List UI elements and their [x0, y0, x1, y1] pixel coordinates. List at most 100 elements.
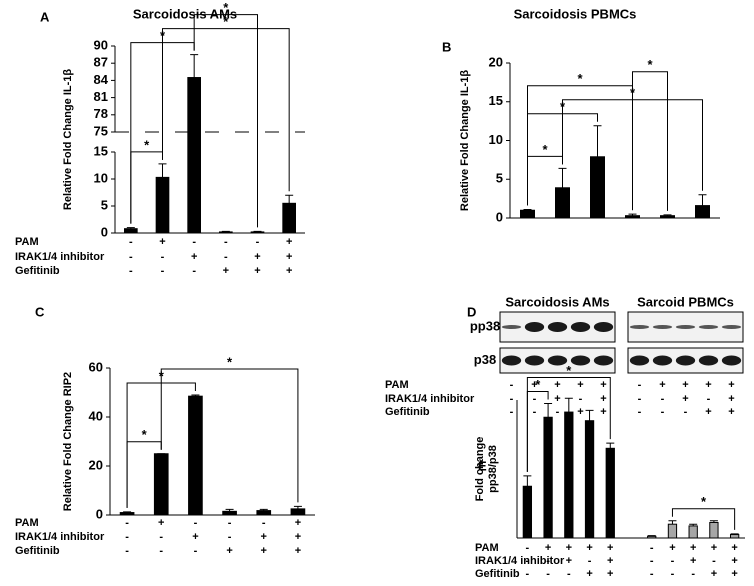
y-tick-label: 81 — [94, 89, 108, 104]
y-tick-label: 84 — [94, 72, 109, 87]
bar — [647, 535, 657, 539]
condition-value: + — [731, 542, 737, 554]
condition-value: + — [295, 517, 301, 529]
condition-value: + — [711, 568, 717, 580]
bar — [543, 416, 553, 539]
condition-value: - — [224, 236, 228, 248]
condition-value: - — [129, 236, 133, 248]
panel-letter: A — [40, 9, 50, 24]
significance-label: * — [701, 494, 707, 509]
condition-value: + — [731, 555, 737, 567]
condition-value: + — [600, 406, 606, 418]
error-bar — [689, 523, 698, 526]
blot-band — [629, 325, 650, 329]
bar — [729, 534, 740, 539]
error-bar — [730, 533, 739, 535]
condition-label: Gefitinib — [15, 545, 60, 557]
y-tick-label: 10 — [94, 170, 108, 185]
error-bar — [668, 520, 677, 525]
bar — [688, 525, 698, 539]
y-tick-label: 90 — [94, 37, 108, 52]
significance-label: * — [647, 57, 653, 72]
error-bar — [606, 442, 615, 449]
condition-value: - — [228, 531, 232, 543]
bar — [667, 523, 678, 539]
condition-value: + — [586, 568, 592, 580]
y-axis-label: pp38/p38 — [487, 445, 499, 493]
y-tick-label: 10 — [489, 132, 503, 147]
condition-value: + — [600, 379, 606, 391]
error-bar — [523, 208, 532, 211]
condition-value: + — [191, 251, 197, 263]
condition-label: IRAK1/4 inhibitor — [475, 555, 565, 567]
y-tick-label: 78 — [94, 106, 108, 121]
condition-value: + — [295, 545, 301, 557]
bar — [124, 228, 138, 234]
condition-value: + — [554, 379, 560, 391]
blot-band — [721, 355, 742, 366]
bar — [250, 231, 265, 234]
y-tick-label: 15 — [489, 93, 503, 108]
blot-band — [593, 322, 614, 332]
error-bar — [628, 213, 637, 216]
bar — [584, 420, 595, 539]
error-bar — [663, 214, 672, 216]
condition-value: - — [588, 555, 592, 567]
significance-label: * — [223, 14, 229, 29]
bar — [522, 485, 533, 539]
condition-value: + — [254, 265, 260, 277]
condition-value: - — [638, 379, 642, 391]
condition-value: - — [192, 265, 196, 277]
y-axis-label: Relative Fold Change IL-1β — [62, 69, 74, 210]
blot-band — [547, 355, 568, 366]
condition-value: + — [577, 406, 583, 418]
condition-value: + — [192, 531, 198, 543]
condition-value: - — [194, 545, 198, 557]
significance-label: * — [542, 142, 548, 157]
significance-label: * — [227, 354, 233, 369]
blot-band — [675, 355, 696, 366]
blot-band — [547, 322, 568, 332]
condition-value: - — [159, 531, 163, 543]
condition-label: Gefitinib — [475, 568, 520, 580]
condition-value: - — [567, 568, 571, 580]
condition-label: IRAK1/4 inhibitor — [385, 393, 475, 405]
bar — [282, 202, 297, 234]
condition-value: - — [579, 393, 583, 405]
y-tick-label: 15 — [94, 143, 108, 158]
error-bar — [126, 227, 135, 229]
error-bar — [285, 194, 294, 204]
condition-value: + — [254, 251, 260, 263]
condition-value: - — [125, 531, 129, 543]
error-bar — [225, 508, 234, 512]
bar — [188, 395, 203, 516]
error-bar — [158, 163, 167, 178]
bar — [256, 510, 272, 516]
error-bar — [259, 508, 268, 511]
bar — [119, 512, 135, 516]
condition-label: Gefitinib — [15, 265, 60, 277]
condition-value: + — [607, 542, 613, 554]
blot-band — [570, 322, 591, 332]
error-bar — [191, 394, 200, 397]
error-bar — [253, 230, 262, 232]
condition-value: + — [577, 379, 583, 391]
condition-value: - — [650, 568, 654, 580]
condition-value: - — [533, 406, 537, 418]
significance-bracket — [193, 14, 258, 228]
significance-label: * — [142, 427, 148, 442]
bar — [709, 521, 719, 539]
error-bar — [698, 194, 707, 206]
bar — [555, 187, 570, 219]
condition-value: - — [556, 406, 560, 418]
condition-value: - — [256, 236, 260, 248]
blot-band — [570, 355, 591, 366]
y-tick-label: 40 — [89, 408, 103, 423]
bar — [222, 510, 237, 516]
y-tick-label: 0 — [96, 506, 103, 521]
error-bar — [593, 125, 602, 157]
condition-label: PAM — [385, 379, 409, 391]
condition-value: + — [261, 531, 267, 543]
condition-label: IRAK1/4 inhibitor — [15, 531, 105, 543]
